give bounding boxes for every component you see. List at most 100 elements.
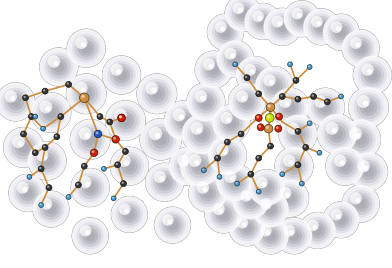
Circle shape <box>227 51 243 67</box>
Circle shape <box>308 13 335 40</box>
Circle shape <box>238 188 264 214</box>
Circle shape <box>38 152 56 169</box>
Circle shape <box>322 119 352 149</box>
Circle shape <box>347 190 374 218</box>
Circle shape <box>213 203 225 215</box>
Circle shape <box>59 115 61 117</box>
Circle shape <box>348 127 373 151</box>
Circle shape <box>42 144 48 150</box>
Circle shape <box>152 130 170 148</box>
Circle shape <box>277 21 287 32</box>
Circle shape <box>28 142 66 180</box>
Circle shape <box>312 95 314 97</box>
Circle shape <box>148 127 173 152</box>
Circle shape <box>238 58 271 92</box>
Circle shape <box>333 212 349 228</box>
Circle shape <box>311 16 323 28</box>
Circle shape <box>330 21 352 43</box>
Circle shape <box>357 95 370 108</box>
Circle shape <box>348 87 388 127</box>
Circle shape <box>31 92 71 133</box>
Circle shape <box>363 102 374 113</box>
Circle shape <box>280 152 308 180</box>
Circle shape <box>264 124 273 133</box>
Circle shape <box>97 114 103 120</box>
Circle shape <box>197 181 209 194</box>
Circle shape <box>196 128 207 140</box>
Circle shape <box>215 107 248 140</box>
Circle shape <box>336 27 346 37</box>
Circle shape <box>314 19 329 35</box>
Circle shape <box>347 34 374 62</box>
Circle shape <box>281 99 299 116</box>
Circle shape <box>53 61 59 66</box>
Circle shape <box>239 132 241 134</box>
Circle shape <box>9 174 46 212</box>
Circle shape <box>33 95 69 130</box>
Circle shape <box>265 230 270 235</box>
Circle shape <box>137 74 177 114</box>
Circle shape <box>189 154 201 167</box>
Circle shape <box>33 151 36 153</box>
Circle shape <box>356 198 366 209</box>
Circle shape <box>260 198 281 220</box>
Circle shape <box>279 94 285 99</box>
Circle shape <box>148 165 181 199</box>
Circle shape <box>54 134 60 140</box>
Circle shape <box>307 65 312 69</box>
Circle shape <box>245 76 247 78</box>
Circle shape <box>154 207 191 243</box>
Circle shape <box>96 132 98 134</box>
Circle shape <box>279 187 291 199</box>
Circle shape <box>230 177 240 188</box>
Circle shape <box>295 162 301 168</box>
Circle shape <box>224 171 247 193</box>
Circle shape <box>218 175 220 177</box>
Circle shape <box>310 94 317 99</box>
Circle shape <box>46 204 56 214</box>
Circle shape <box>233 183 269 219</box>
Circle shape <box>182 114 222 154</box>
Circle shape <box>105 100 145 141</box>
Circle shape <box>307 121 312 126</box>
Circle shape <box>260 225 272 237</box>
Circle shape <box>353 56 392 94</box>
Circle shape <box>75 37 87 49</box>
Circle shape <box>29 115 32 117</box>
Circle shape <box>110 64 133 87</box>
Circle shape <box>363 165 368 171</box>
Circle shape <box>196 181 220 204</box>
Circle shape <box>279 96 291 108</box>
Circle shape <box>225 140 228 142</box>
Circle shape <box>4 127 44 168</box>
Circle shape <box>10 96 16 101</box>
Circle shape <box>274 182 307 215</box>
Circle shape <box>112 197 114 199</box>
Circle shape <box>164 100 204 141</box>
Circle shape <box>201 168 206 173</box>
Circle shape <box>222 149 227 155</box>
Circle shape <box>80 93 89 103</box>
Circle shape <box>197 93 214 110</box>
Circle shape <box>342 29 379 67</box>
Circle shape <box>289 161 299 172</box>
Circle shape <box>236 217 258 239</box>
Circle shape <box>159 176 165 181</box>
Circle shape <box>0 85 33 119</box>
Circle shape <box>289 230 294 235</box>
Circle shape <box>250 172 283 204</box>
Circle shape <box>105 100 145 141</box>
Circle shape <box>85 230 90 235</box>
Circle shape <box>208 64 214 69</box>
Circle shape <box>14 179 41 207</box>
Circle shape <box>307 219 319 231</box>
Circle shape <box>191 122 203 135</box>
Circle shape <box>280 172 285 177</box>
Circle shape <box>153 171 176 194</box>
Circle shape <box>192 88 220 116</box>
Circle shape <box>229 210 265 246</box>
Circle shape <box>33 191 69 227</box>
Circle shape <box>113 137 116 140</box>
Circle shape <box>189 174 227 212</box>
Circle shape <box>225 0 261 32</box>
